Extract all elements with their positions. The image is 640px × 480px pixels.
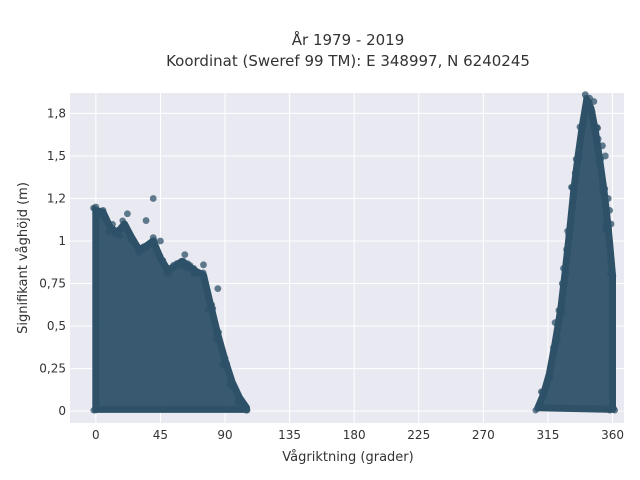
y-tick-label: 1 bbox=[58, 234, 66, 248]
data-point bbox=[135, 249, 142, 256]
x-tick-label: 270 bbox=[472, 428, 495, 442]
data-point bbox=[113, 229, 121, 237]
data-point bbox=[563, 246, 570, 253]
data-point bbox=[204, 306, 212, 313]
data-point bbox=[590, 98, 598, 105]
data-point bbox=[121, 223, 128, 231]
data-point bbox=[92, 203, 100, 211]
data-point bbox=[595, 158, 602, 165]
x-tick-label: 90 bbox=[217, 428, 232, 442]
data-point bbox=[557, 306, 564, 313]
data-point bbox=[594, 125, 601, 132]
data-point bbox=[140, 246, 148, 253]
data-point bbox=[565, 231, 572, 238]
data-point bbox=[607, 220, 615, 228]
y-tick-label: 0 bbox=[58, 404, 66, 418]
data-point bbox=[181, 251, 189, 258]
data-point bbox=[198, 270, 205, 277]
data-point bbox=[127, 236, 135, 243]
data-point bbox=[606, 206, 614, 214]
data-point bbox=[124, 210, 131, 218]
data-point bbox=[156, 252, 164, 260]
data-point bbox=[602, 220, 610, 228]
y-axis-ticks: 0 0,25 0,5 0,75 1 1,2 1,5 1,8 bbox=[39, 106, 66, 418]
data-point bbox=[165, 270, 173, 278]
data-point bbox=[177, 260, 185, 267]
data-point bbox=[599, 183, 606, 191]
data-point bbox=[119, 217, 126, 224]
x-tick-label: 0 bbox=[92, 428, 100, 442]
data-point bbox=[601, 152, 609, 160]
data-point bbox=[226, 381, 233, 388]
x-tick-label: 315 bbox=[536, 428, 559, 442]
data-points bbox=[90, 91, 618, 414]
x-tick-label: 45 bbox=[153, 428, 168, 442]
y-axis-label: Signifikant våghöjd (m) bbox=[16, 182, 31, 334]
x-axis-ticks: 0 45 90 135 180 225 270 315 360 bbox=[92, 428, 624, 442]
data-point bbox=[200, 261, 207, 269]
x-tick-label: 135 bbox=[278, 428, 301, 442]
data-point bbox=[190, 265, 198, 272]
data-point bbox=[607, 270, 614, 277]
data-point bbox=[212, 336, 220, 343]
data-point bbox=[208, 301, 216, 308]
data-point bbox=[569, 184, 576, 191]
data-point bbox=[572, 155, 580, 163]
data-point bbox=[222, 354, 229, 362]
data-point bbox=[105, 228, 112, 236]
data-point bbox=[551, 319, 559, 327]
data-point bbox=[157, 237, 164, 245]
data-point bbox=[184, 260, 191, 267]
data-point bbox=[223, 360, 231, 368]
data-point bbox=[570, 189, 577, 197]
data-point bbox=[580, 121, 587, 129]
x-axis-label: Vågriktning (grader) bbox=[282, 450, 413, 465]
data-point bbox=[594, 135, 602, 143]
data-point bbox=[558, 280, 566, 287]
data-point bbox=[604, 195, 612, 202]
data-point bbox=[610, 405, 617, 412]
y-tick-label: 1,2 bbox=[47, 191, 66, 205]
y-tick-label: 0,75 bbox=[39, 277, 66, 291]
chart-title: År 1979 - 2019 bbox=[292, 30, 405, 49]
data-point bbox=[589, 109, 596, 116]
data-point bbox=[100, 212, 108, 220]
grid-lines bbox=[70, 93, 624, 423]
x-tick-label: 360 bbox=[601, 428, 624, 442]
data-point bbox=[560, 265, 567, 272]
data-point bbox=[134, 243, 141, 251]
data-point bbox=[149, 234, 157, 241]
data-point bbox=[571, 169, 579, 177]
data-point bbox=[213, 329, 220, 336]
y-tick-label: 0,5 bbox=[47, 319, 66, 333]
data-point bbox=[539, 389, 546, 396]
data-point bbox=[242, 403, 249, 410]
y-tick-label: 1,8 bbox=[47, 106, 66, 120]
data-point bbox=[550, 344, 557, 351]
data-point bbox=[142, 217, 150, 224]
x-tick-label: 225 bbox=[407, 428, 430, 442]
data-point bbox=[99, 206, 107, 214]
data-point bbox=[561, 271, 569, 278]
data-point bbox=[547, 374, 554, 381]
data-point bbox=[234, 399, 241, 406]
x-tick-label: 180 bbox=[343, 428, 366, 442]
chart-subtitle: Koordinat (Sweref 99 TM): E 348997, N 62… bbox=[166, 52, 530, 70]
data-point bbox=[214, 285, 222, 293]
data-point bbox=[109, 221, 116, 228]
y-tick-label: 0,25 bbox=[39, 362, 66, 376]
data-point bbox=[92, 406, 99, 414]
data-point bbox=[554, 336, 561, 344]
data-point bbox=[599, 142, 606, 150]
y-tick-label: 1,5 bbox=[47, 149, 66, 163]
data-point bbox=[534, 405, 541, 412]
data-point bbox=[149, 195, 157, 202]
